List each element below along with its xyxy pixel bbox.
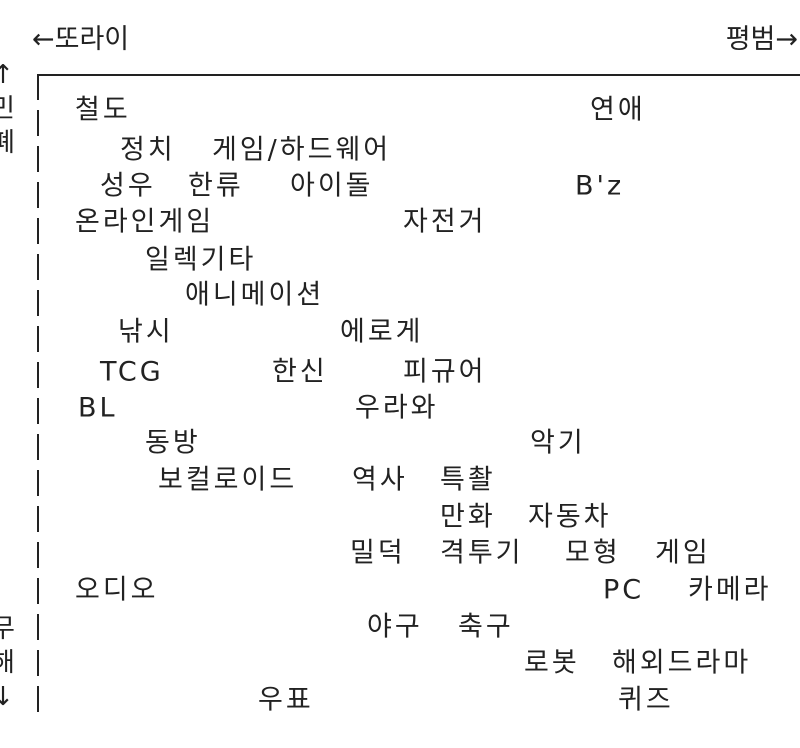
- item-label: 에로게: [340, 316, 424, 348]
- item-label: 축구: [458, 611, 514, 643]
- y-axis-top-label: ↑민폐: [0, 60, 15, 158]
- item-label: 자동차: [528, 501, 612, 533]
- item-label: 일렉기타: [145, 244, 257, 276]
- item-label: 온라인게임: [75, 206, 215, 238]
- item-label: 야구: [367, 611, 423, 643]
- item-label: B'z: [575, 170, 625, 202]
- item-label: 게임/하드웨어: [212, 134, 392, 166]
- item-label: 한류: [188, 170, 244, 202]
- item-label: 성우: [100, 170, 156, 202]
- item-label: 악기: [530, 427, 586, 459]
- item-label: 철도: [75, 94, 131, 126]
- item-label: 해외드라마: [612, 647, 752, 679]
- item-label: 애니메이션: [185, 279, 325, 311]
- item-label: 우표: [258, 684, 314, 716]
- item-label: 카메라: [688, 574, 772, 606]
- item-label: 아이돌: [290, 170, 374, 202]
- item-label: 만화: [440, 501, 496, 533]
- item-label: 격투기: [440, 537, 524, 569]
- item-label: 낚시: [118, 316, 174, 348]
- item-label: 모형: [565, 537, 621, 569]
- item-label: 역사: [352, 464, 408, 496]
- item-label: 특촬: [440, 464, 496, 496]
- item-label: BL: [78, 392, 118, 424]
- item-label: 밀덕: [350, 537, 406, 569]
- item-label: 피규어: [403, 356, 487, 388]
- item-label: 자전거: [403, 206, 487, 238]
- item-label: 오디오: [75, 574, 159, 606]
- item-label: 정치: [120, 134, 176, 166]
- item-label: 우라와: [355, 392, 439, 424]
- item-label: TCG: [100, 356, 164, 388]
- item-label: 한신: [272, 356, 328, 388]
- item-label: 보컬로이드: [158, 464, 298, 496]
- item-label: 동방: [145, 427, 201, 459]
- item-label: 게임: [655, 537, 711, 569]
- top-axis-line: [38, 74, 800, 76]
- x-axis-left-label: ←또라이: [32, 24, 130, 55]
- item-label: 로봇: [524, 647, 580, 679]
- y-axis-bottom-label: 무해↓: [0, 614, 15, 712]
- x-axis-right-label: 평범→: [725, 24, 798, 55]
- item-label: 연애: [590, 94, 646, 126]
- item-label: 퀴즈: [618, 684, 674, 716]
- left-axis-line: [37, 74, 39, 719]
- item-label: PC: [603, 574, 645, 606]
